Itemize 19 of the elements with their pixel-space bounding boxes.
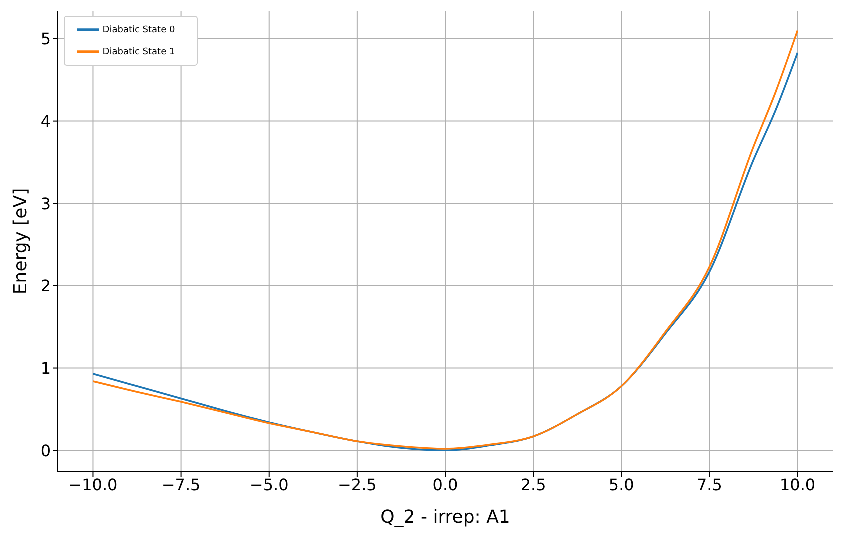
y-tick-label: 1 [40,358,51,378]
y-tick-label: 0 [40,441,51,460]
x-tick-label: 7.5 [696,475,722,494]
y-tick-label: 4 [40,112,51,131]
y-axis-title: Energy [eV] [10,188,32,295]
y-tick-label: 5 [40,30,51,49]
x-tick-label: −10.0 [68,475,118,494]
x-tick-label: 0.0 [432,475,458,494]
x-axis-title: Q_2 - irrep: A1 [380,507,510,528]
x-tick-label: −7.5 [162,475,201,494]
x-tick-label: 10.0 [780,475,816,494]
legend-label: Diabatic State 1 [102,47,176,58]
x-tick-label: 5.0 [608,475,634,494]
x-tick-label: −5.0 [250,475,289,494]
x-tick-label: 2.5 [520,475,546,494]
y-tick-label: 2 [40,276,51,296]
x-tick-label: −2.5 [338,475,377,494]
legend-label: Diabatic State 0 [102,25,176,36]
y-tick-label: 3 [40,194,51,214]
